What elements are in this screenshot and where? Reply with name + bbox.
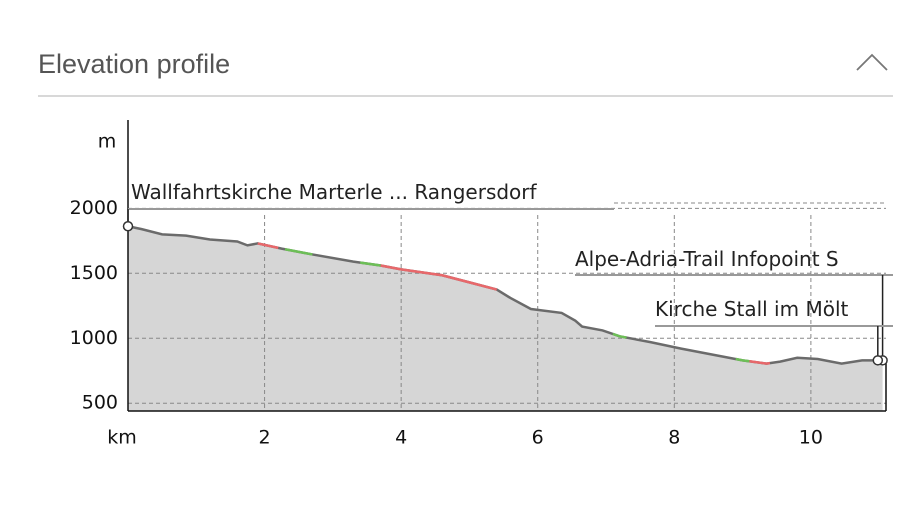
grade-highlight — [749, 360, 771, 365]
x-tick-label: 6 — [532, 427, 544, 449]
x-axis-label: km — [107, 427, 137, 449]
section-title: Elevation profile — [38, 49, 230, 79]
grade-highlight — [735, 357, 750, 363]
grade-highlight — [257, 242, 279, 250]
waypoint-marker — [872, 355, 884, 366]
grade-highlight — [360, 261, 381, 267]
y-tick-label: 1500 — [70, 262, 118, 284]
profile-area — [128, 226, 883, 411]
waypoint-marker — [122, 221, 134, 232]
collapse-toggle[interactable] — [856, 53, 888, 71]
x-tick-label: 2 — [259, 427, 271, 449]
waypoint-label: Wallfahrtskirche Marterle ... Rangersdor… — [131, 180, 538, 204]
x-tick-label: 10 — [799, 427, 823, 449]
y-tick-label: 500 — [82, 392, 118, 414]
waypoint-label: Alpe-Adria-Trail Infopoint S — [575, 247, 839, 271]
grade-highlight — [284, 248, 313, 256]
x-tick-label: 8 — [668, 427, 680, 449]
y-tick-label: 1000 — [70, 327, 118, 349]
profile-line — [127, 225, 883, 365]
grade-highlight — [380, 264, 498, 291]
y-axis-label: m — [98, 131, 117, 153]
x-tick-label: 4 — [395, 427, 407, 449]
grade-highlight — [612, 332, 627, 339]
waypoint-label: Kirche Stall im Mölt — [655, 297, 848, 321]
elevation-chart: 500 1000 1500 2000 2 4 6 8 10 km m Wallfahrtskirche… — [70, 120, 893, 449]
y-tick-label: 2000 — [70, 197, 118, 219]
